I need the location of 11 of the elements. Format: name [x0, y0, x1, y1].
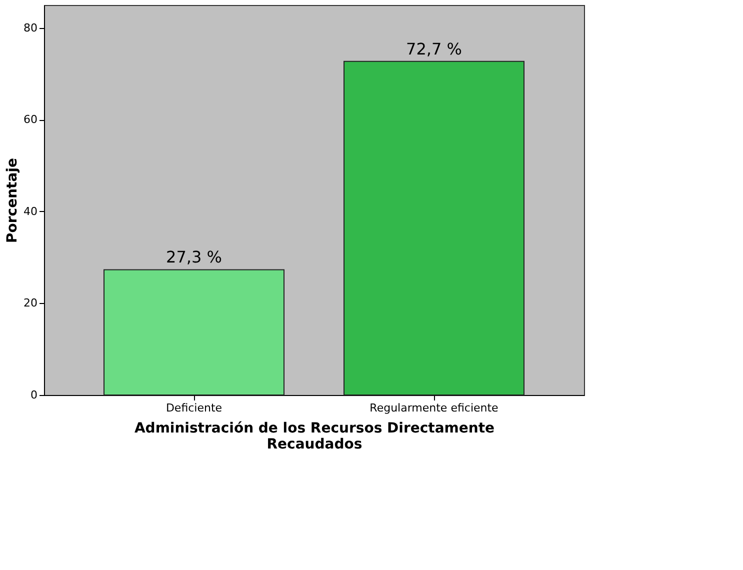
y-tick-label: 60: [24, 113, 38, 126]
x-axis-title: Administración de los Recursos Directamente Recaudados: [134, 420, 495, 452]
x-tick-label: Regularmente eficiente: [370, 402, 499, 414]
y-axis-title: Porcentaje: [4, 158, 21, 243]
data-label: 27,3 %: [166, 248, 222, 267]
y-tick-label: 80: [24, 21, 38, 34]
y-tick-label: 40: [24, 204, 38, 218]
data-label: 72,7 %: [406, 39, 462, 58]
y-tick-label: 0: [30, 388, 38, 402]
y-tick-label: 20: [24, 296, 38, 310]
x-tick-label: Deficiente: [166, 402, 222, 414]
